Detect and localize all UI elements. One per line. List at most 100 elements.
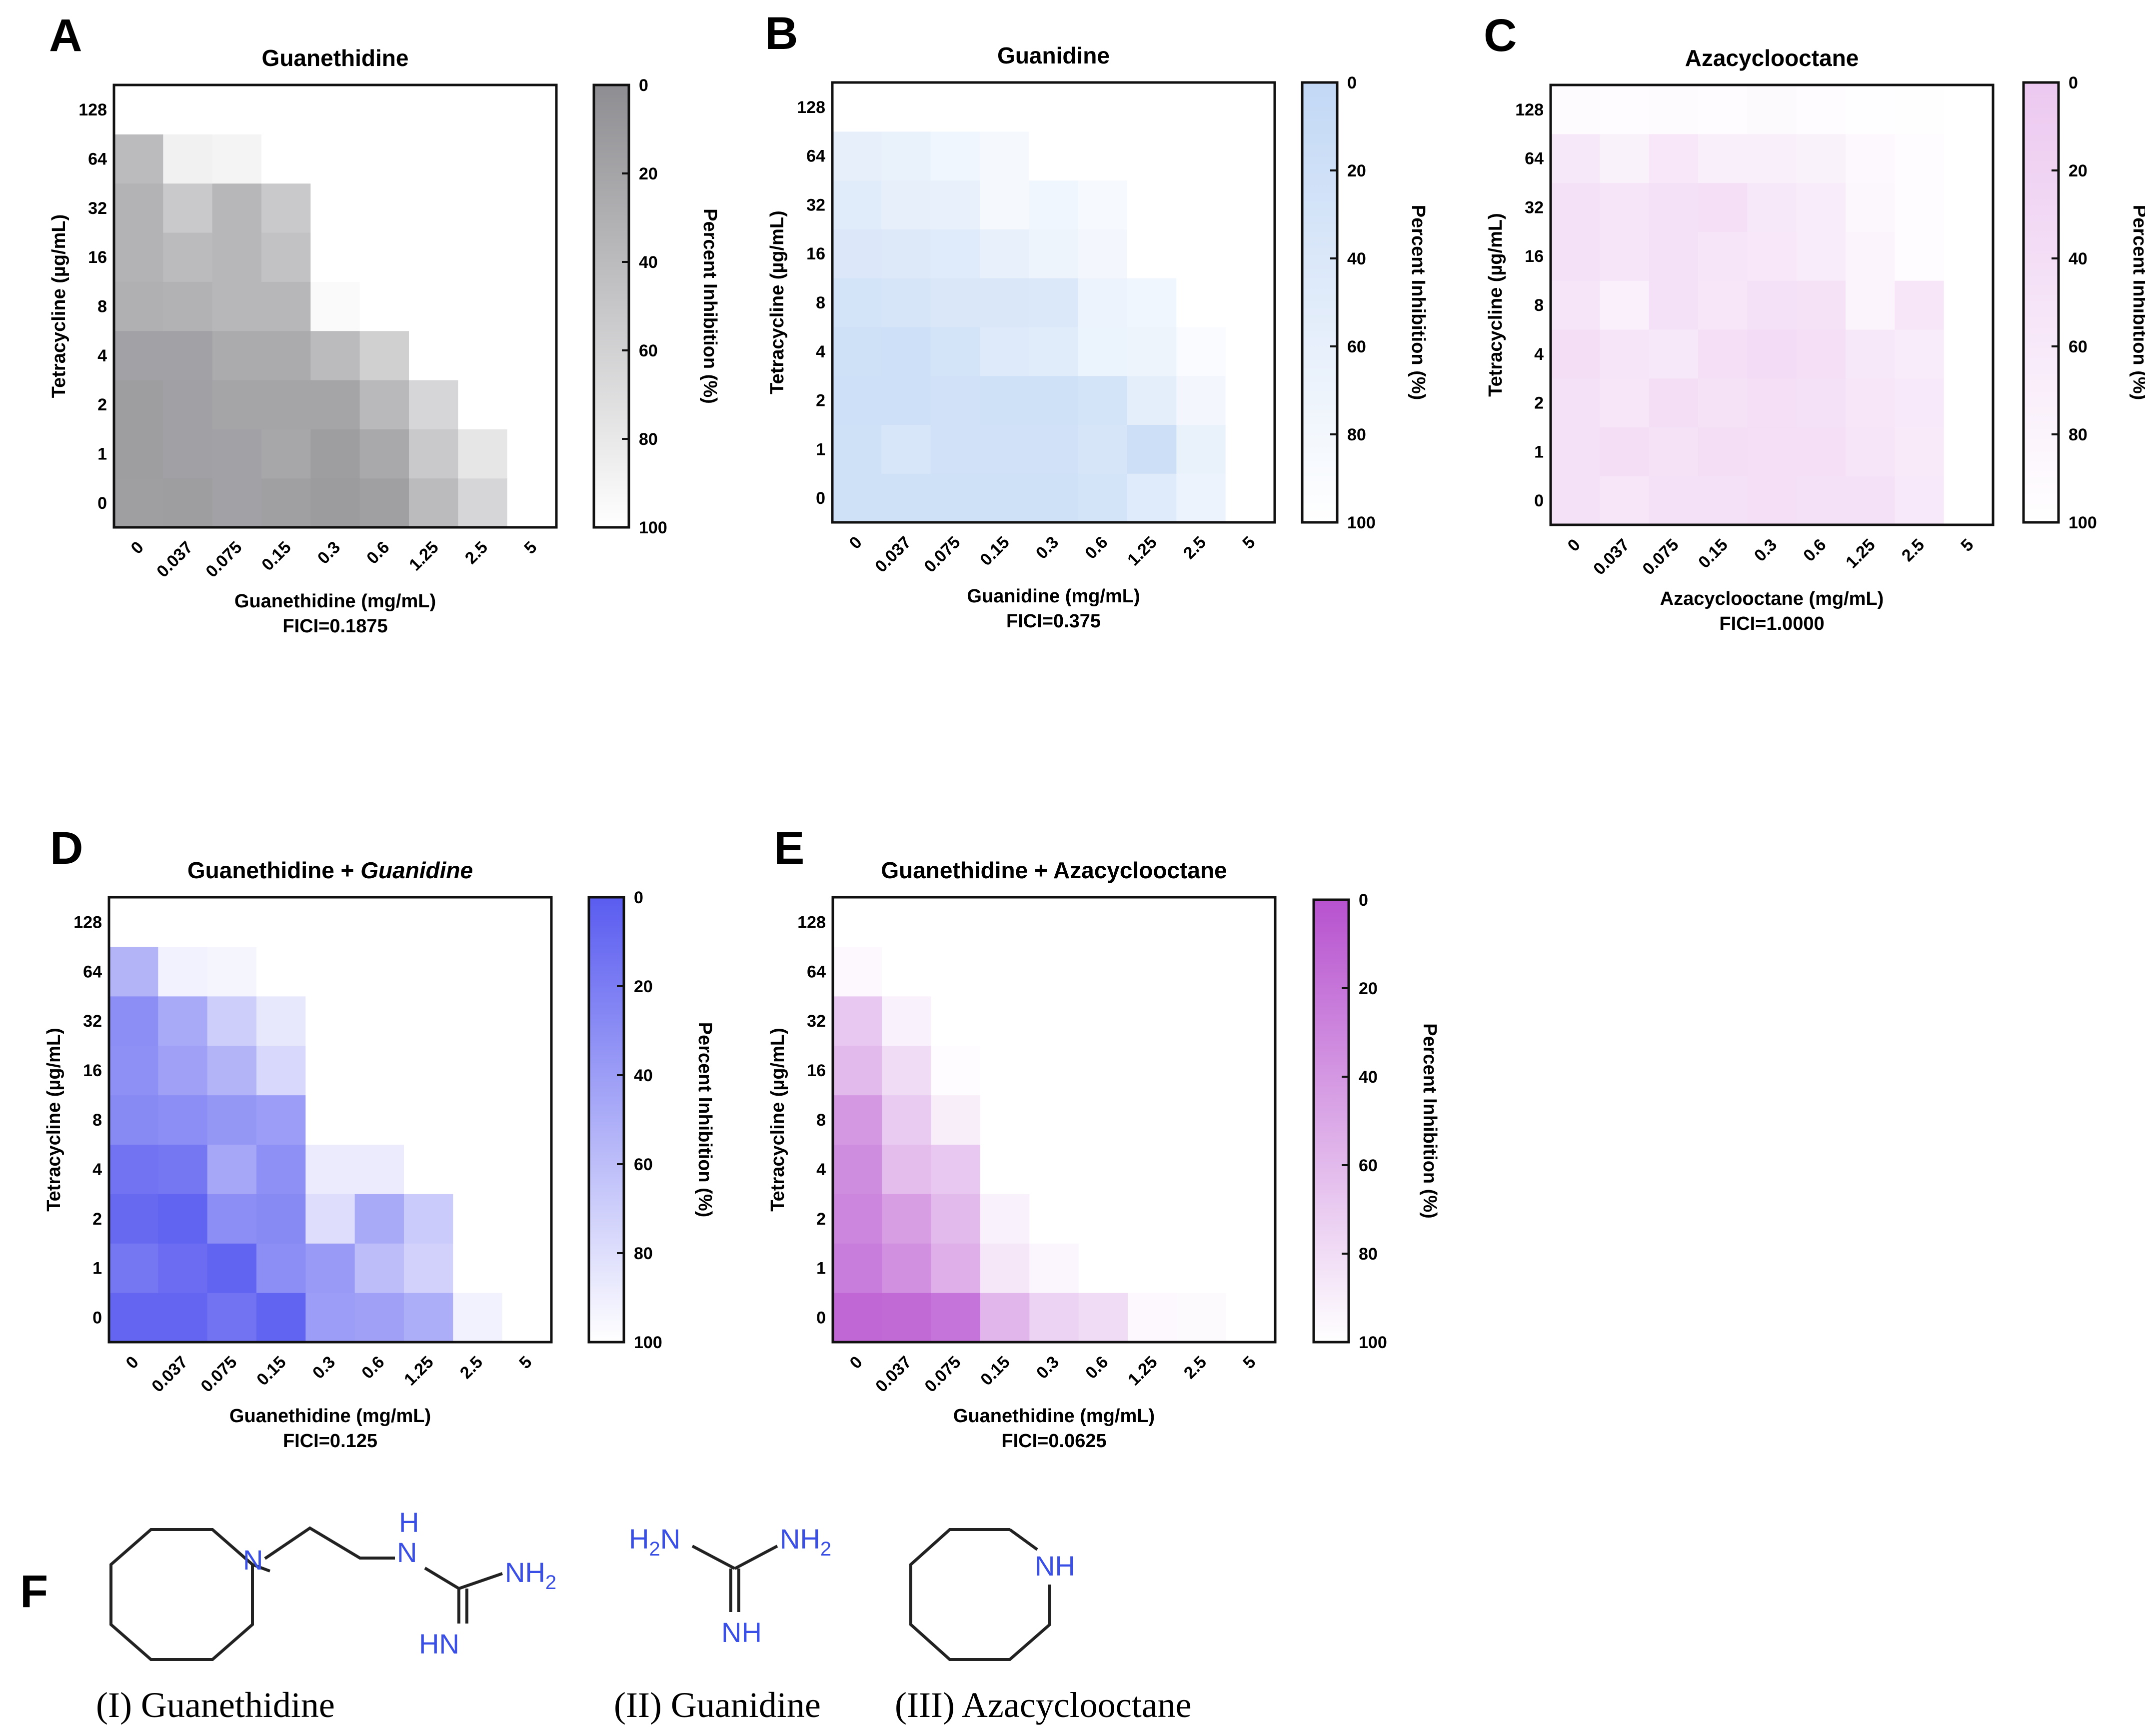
panel-b-cell-r5-c1 [881, 229, 931, 278]
panel-e-cell-r6-c4 [1029, 996, 1079, 1046]
panel-e-cell-r0-c3 [980, 1293, 1030, 1343]
panel-b-cell-r2-c1 [881, 375, 931, 425]
panel-c-cell-r8-c2 [1649, 85, 1699, 134]
panel-a-cell-r8-c1 [163, 85, 213, 134]
panel-a-cell-r4-c4 [310, 281, 360, 331]
label-guanethidine: (I) Guanethidine [96, 1685, 335, 1725]
panel-c-cell-r5-c8 [1944, 231, 1994, 281]
panel-d-cell-r4-c0 [109, 1095, 158, 1145]
panel-d-cell-r7-c3 [256, 946, 306, 997]
panel-c-cell-r6-c6 [1846, 182, 1895, 232]
panel-a-cb-label: Percent Inhibition (%) [699, 208, 720, 404]
panel-d-cell-r5-c0 [109, 1045, 158, 1096]
panel-d-cell-r7-c8 [502, 946, 552, 997]
panel-a-cell-r7-c4 [310, 134, 360, 184]
panel-b-cell-r8-c6 [1127, 82, 1177, 132]
panel-d-cell-r8-c4 [305, 897, 355, 947]
panel-d-cell-r5-c4 [305, 1045, 355, 1096]
panel-e-cell-r5-c0 [833, 1045, 882, 1096]
panel-b-xtick-5: 0.6 [1081, 533, 1111, 563]
panel-d-cell-r1-c8 [502, 1243, 552, 1293]
panel-b-cell-r7-c4 [1029, 131, 1079, 181]
panel-b-cell-r8-c8 [1225, 82, 1275, 132]
panel-c-xtick-3: 0.15 [1695, 535, 1732, 572]
panel-c-cell-r4-c0 [1551, 280, 1600, 330]
panel-e-colorbar [1312, 898, 1350, 1344]
panel-c-cell-r3-c2 [1649, 329, 1699, 379]
panel-d-cell-r3-c0 [109, 1144, 158, 1194]
panel-e-cell-r8-c7 [1177, 897, 1227, 947]
panel-d-cell-r6-c7 [453, 996, 503, 1046]
panel-d-cell-r3-c2 [207, 1144, 257, 1194]
panel-b-cb-tick-5: 100 [1347, 513, 1376, 532]
panel-e-cell-r8-c5 [1078, 897, 1128, 947]
panel-d-ytick-2: 2 [92, 1210, 102, 1229]
panel-c-cell-r6-c4 [1747, 182, 1797, 232]
panel-b-xlabel: Guanidine (mg/mL) [967, 586, 1140, 607]
panel-b-ytick-3: 4 [816, 342, 825, 361]
panel-b-cell-r7-c5 [1078, 131, 1128, 181]
panel-e-cell-r7-c7 [1177, 946, 1227, 997]
panel-a-xtick-0: 0 [127, 538, 147, 558]
panel-e-cell-r0-c0 [833, 1293, 882, 1343]
panel-e-cell-r7-c2 [931, 946, 981, 997]
panel-c-cell-r6-c8 [1944, 182, 1994, 232]
panel-d-cell-r1-c5 [354, 1243, 404, 1293]
panel-e-ytick-4: 8 [816, 1111, 826, 1130]
panel-e-cell-r1-c4 [1029, 1243, 1079, 1293]
panel-c-cb-tick-4: 80 [2069, 425, 2088, 444]
panel-a-cell-r8-c8 [507, 85, 557, 134]
panel-b-cell-r1-c3 [980, 424, 1029, 474]
panel-e-cell-r6-c3 [980, 996, 1030, 1046]
panel-c-title: Azacyclooctane [1685, 45, 1859, 71]
panel-a-xtick-7: 2.5 [461, 538, 491, 568]
panel-d-xtick-1: 0.037 [148, 1353, 191, 1396]
panel-d-xtick-2: 0.075 [197, 1353, 240, 1396]
panel-e-cb-tick-2: 40 [1359, 1068, 1378, 1087]
panel-a-cell-r5-c3 [261, 232, 311, 282]
panel-d-ytick-5: 16 [83, 1061, 102, 1080]
atom-h2n-sub: 2 [649, 1538, 660, 1560]
panel-d-cell-r0-c4 [305, 1293, 355, 1343]
panel-b-cell-r2-c5 [1078, 375, 1128, 425]
panel-b-cell-r0-c2 [930, 473, 980, 523]
panel-a-cb-tick-1: 20 [639, 164, 658, 183]
panel-d-xtick-8: 5 [515, 1353, 535, 1373]
panel-c-cell-r6-c0 [1551, 182, 1600, 232]
panel-e-cell-r4-c3 [980, 1095, 1030, 1145]
panel-e-cell-r5-c8 [1226, 1045, 1276, 1096]
panel-c-xtick-0: 0 [1564, 535, 1584, 555]
panel-a-cell-r4-c7 [458, 281, 508, 331]
panel-b-xtick-8: 5 [1239, 533, 1259, 553]
panel-d-xtick-6: 1.25 [400, 1353, 437, 1390]
panel-d-cell-r0-c3 [256, 1293, 306, 1343]
panel-d-ytick-7: 64 [83, 962, 102, 981]
panel-a-xtick-6: 1.25 [405, 538, 442, 575]
panel-e-cell-r4-c4 [1029, 1095, 1079, 1145]
panel-d-cell-r6-c8 [502, 996, 552, 1046]
panel-b-cell-r1-c6 [1127, 424, 1177, 474]
panel-d-fici: FICI=0.125 [283, 1431, 377, 1452]
panel-letter-b: B [765, 8, 798, 59]
panel-letter-d: D [50, 823, 83, 874]
panel-a-cell-r3-c8 [507, 330, 557, 380]
panel-c-xtick-2: 0.075 [1639, 535, 1682, 579]
panel-c-cell-r7-c2 [1649, 133, 1699, 183]
panel-a-ylabel: Tetracycline (µg/mL) [48, 214, 69, 398]
panel-e-cell-r3-c2 [931, 1144, 981, 1194]
panel-a-cell-r3-c6 [409, 330, 458, 380]
panel-c-cell-r2-c2 [1649, 378, 1699, 428]
panel-b-cell-r5-c8 [1225, 229, 1275, 278]
atom-nh2-guanidine-sub: 2 [820, 1538, 831, 1560]
panel-e-cell-r5-c3 [980, 1045, 1030, 1096]
panel-e-xtick-4: 0.3 [1033, 1353, 1063, 1383]
panel-e-cell-r6-c5 [1078, 996, 1128, 1046]
panel-d-cell-r2-c4 [305, 1194, 355, 1244]
panel-c-cb-tick-5: 100 [2069, 513, 2097, 532]
panel-d-cell-r8-c8 [502, 897, 552, 947]
panel-e-cell-r1-c8 [1226, 1243, 1276, 1293]
panel-d-cell-r2-c6 [404, 1194, 453, 1244]
panel-e-cell-r0-c2 [931, 1293, 981, 1343]
panel-a-cell-r5-c6 [409, 232, 458, 282]
panel-a-cell-r1-c3 [261, 429, 311, 479]
